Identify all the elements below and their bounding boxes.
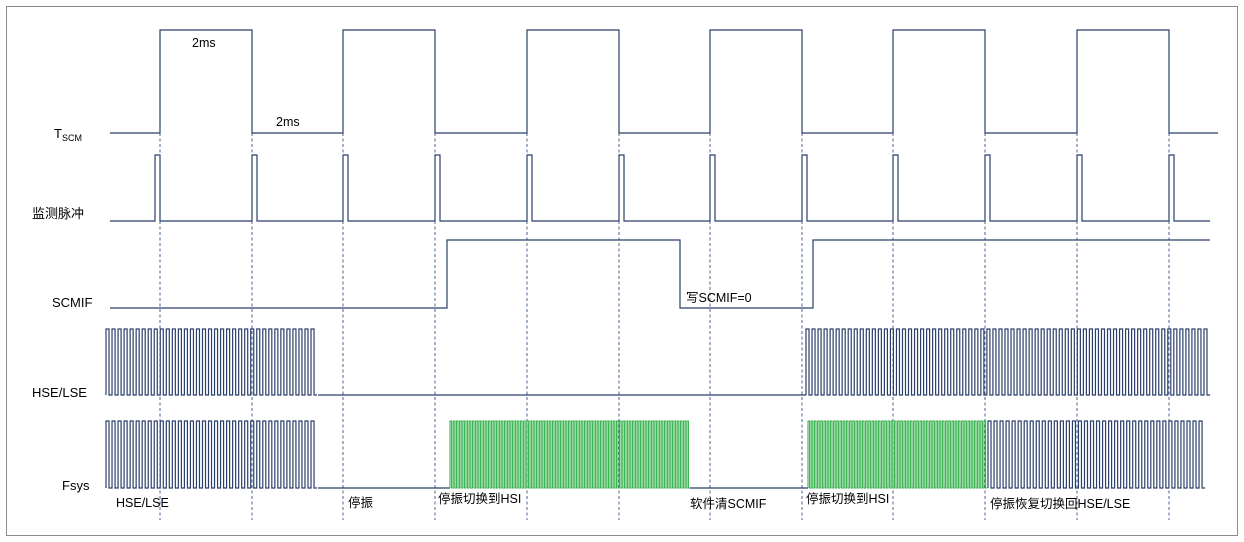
fsys-clock-hsi-segment-2 bbox=[807, 420, 988, 489]
guide-lines bbox=[159, 133, 1170, 520]
scmif-waveform bbox=[110, 239, 1210, 309]
fsys-clock-hse-segment-1 bbox=[105, 420, 318, 489]
tscm-label: TSCM bbox=[54, 126, 82, 143]
phase-sw-clear-label: 软件清SCMIF bbox=[690, 497, 767, 511]
low-period-annotation: 2ms bbox=[276, 115, 300, 129]
monitor-pulse-label: 监测脉冲 bbox=[32, 206, 84, 221]
monitor-pulse-waveform bbox=[110, 154, 1210, 222]
scmif-label: SCMIF bbox=[52, 295, 93, 310]
write-scmif-annotation: 写SCMIF=0 bbox=[686, 291, 752, 305]
phase-recover-label: 停振恢复切换回HSE/LSE bbox=[990, 496, 1130, 511]
fsys-clock-hse-segment-2 bbox=[987, 420, 1206, 489]
tscm-waveform bbox=[110, 29, 1218, 134]
phase-switch-hsi-1-label: 停振切换到HSI bbox=[438, 491, 521, 506]
hse-lse-clock-burst-2 bbox=[805, 328, 1211, 396]
hse-lse-label: HSE/LSE bbox=[32, 385, 87, 400]
fsys-label: Fsys bbox=[62, 478, 90, 493]
phase-hse-lse-label: HSE/LSE bbox=[116, 496, 169, 510]
diagram-border bbox=[6, 6, 1238, 536]
fsys-clock-hsi-segment-1 bbox=[449, 420, 690, 489]
phase-switch-hsi-2-label: 停振切换到HSI bbox=[806, 491, 889, 506]
phase-stop-label: 停振 bbox=[348, 495, 374, 510]
hse-lse-clock-burst-1 bbox=[105, 328, 318, 396]
high-period-annotation: 2ms bbox=[192, 36, 216, 50]
